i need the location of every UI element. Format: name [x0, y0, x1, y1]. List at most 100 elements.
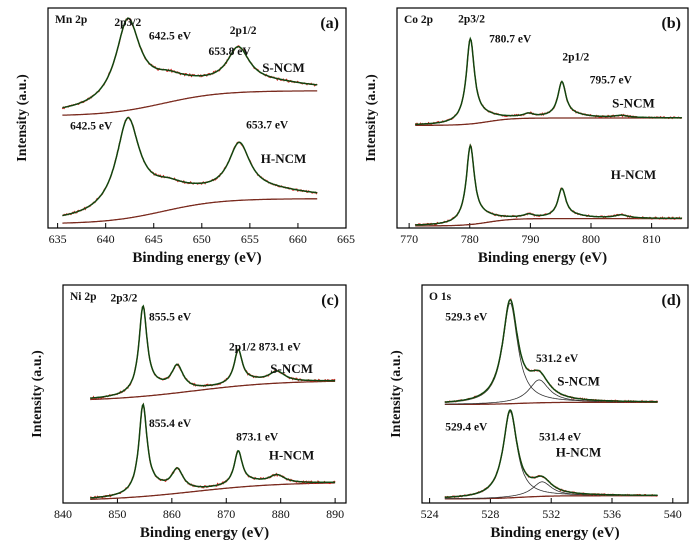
- panel-a-x-tick-label: 635: [49, 232, 67, 246]
- panel-d-tag: (d): [661, 292, 681, 309]
- panel-a-x-tick-label: 650: [193, 232, 211, 246]
- panel-b-spectrum-h-ncm: [414, 143, 683, 227]
- panel-d-element-label: O 1s: [429, 291, 452, 303]
- panel-a-x-tick-label: 665: [337, 232, 355, 246]
- panel-b-sample-label: H-NCM: [611, 167, 657, 182]
- panel-d-frame: [421, 284, 689, 504]
- panel-d-y-axis-title: Intensity (a.u.): [389, 350, 404, 438]
- panel-b-x-tick-label: 810: [643, 232, 661, 246]
- panel-a-sample-label: H-NCM: [261, 151, 307, 166]
- panel-d-background-line: [444, 401, 658, 406]
- panel-d-x-axis-title: Binding energy (eV): [490, 525, 619, 541]
- panel-b-x-tick-label: 790: [521, 232, 539, 246]
- panel-a-x-tick-label: 645: [145, 232, 163, 246]
- panel-c-x-axis-title: Binding energy (eV): [140, 525, 269, 541]
- panel-d-envelope-line: [444, 299, 658, 403]
- panel-c-peak-label: 855.5 eV: [149, 311, 192, 323]
- panel-c-x-tick-label: 840: [54, 507, 72, 521]
- panel-c-y-axis-title: Intensity (a.u.): [30, 350, 45, 438]
- panel-c-envelope-line: [90, 403, 336, 499]
- panel-a-spectrum-s-ncm: [61, 17, 318, 116]
- panel-b-peak-label: 780.7 eV: [489, 34, 532, 46]
- panel-d-spectrum-h-ncm: [444, 409, 658, 500]
- panel-b-element-label: Co 2p: [404, 14, 433, 26]
- panel-a-x-tick-label: 660: [289, 232, 307, 246]
- panel-b-envelope-line: [415, 144, 682, 226]
- panel-c-spectrum-s-ncm: [90, 304, 336, 401]
- panel-b-x-tick-label: 780: [461, 232, 479, 246]
- panel-d-x-tick-label: 532: [542, 507, 560, 521]
- panel-a-tag: (a): [320, 15, 339, 32]
- panel-b-co-2p: 770 780 790 800 810 Co 2p (b) Binding energy…: [364, 7, 689, 266]
- panel-d-peak-label: 531.4 eV: [539, 432, 582, 444]
- panel-b-background-line: [415, 117, 682, 126]
- panel-a-element-label: Mn 2p: [55, 14, 87, 26]
- panel-c-x-tick-label: 870: [217, 507, 235, 521]
- panel-b-x-tick-label: 800: [582, 232, 600, 246]
- panel-c-frame: [62, 284, 347, 504]
- panel-a-mn-2p: 635 640 645 650 655 660 665 Mn 2p (a) Binding …: [15, 7, 355, 266]
- panel-b-background-line: [415, 217, 682, 227]
- panel-a-x-tick-label: 655: [241, 232, 259, 246]
- panel-c-peak-label: 855.4 eV: [149, 418, 192, 430]
- panel-c-spectrum-h-ncm: [90, 402, 336, 500]
- panel-d-x-tick-label: 524: [421, 507, 439, 521]
- panel-c-peak-label: 2p3/2: [111, 293, 138, 305]
- panel-c-x-tick-label: 850: [108, 507, 126, 521]
- panel-c-peak-label: 873.1 eV: [236, 432, 279, 444]
- panel-b-envelope-line: [415, 37, 682, 125]
- panel-b-x-tick-label: 770: [400, 232, 418, 246]
- panel-a-frame: [47, 7, 347, 229]
- panel-c-ni-2p: 840 850 860 870 880 890 Ni 2p (c) Binding ene…: [30, 284, 347, 541]
- panel-d-component-peak: [444, 379, 658, 405]
- panel-d-spectrum-s-ncm: [444, 297, 659, 406]
- panel-b-spectrum-s-ncm: [414, 36, 683, 126]
- panel-d-peak-label: 529.3 eV: [445, 311, 488, 323]
- panel-a-envelope-line: [62, 117, 318, 216]
- panel-b-x-axis-title: Binding energy (eV): [478, 250, 607, 266]
- panel-b-fit-line: [415, 36, 682, 126]
- panel-a-x-tick-label: 640: [97, 232, 115, 246]
- panel-c-x-tick-label: 880: [272, 507, 290, 521]
- panel-c-element-label: Ni 2p: [70, 291, 97, 303]
- panel-d-x-tick-label: 540: [664, 507, 682, 521]
- panel-d-x-tick-label: 536: [603, 507, 621, 521]
- panel-d-envelope-line: [444, 409, 658, 498]
- panel-a-peak-label: 642.5 eV: [70, 121, 113, 133]
- panel-a-envelope-line: [62, 18, 318, 108]
- panel-d-sample-label: H-NCM: [556, 444, 602, 459]
- panel-a-spectrum-h-ncm: [62, 116, 318, 224]
- panel-d-sample-label: S-NCM: [557, 374, 600, 389]
- panel-a-background-line: [62, 198, 318, 224]
- panel-c-sample-label: H-NCM: [269, 447, 315, 462]
- panel-a-peak-label: 653.7 eV: [246, 119, 289, 131]
- panel-a-peak-label: 2p1/2: [230, 25, 257, 37]
- panel-c-x-tick-label: 860: [163, 507, 181, 521]
- panel-d-x-tick-label: 528: [481, 507, 499, 521]
- panel-c-background-line: [90, 380, 336, 401]
- panel-a-peak-label: 642.5 eV: [149, 30, 192, 42]
- panel-b-y-axis-title: Intensity (a.u.): [364, 74, 379, 162]
- panel-c-background-line: [90, 482, 336, 500]
- panel-d-peak-label: 531.2 eV: [536, 353, 579, 365]
- panel-b-frame: [396, 7, 689, 229]
- panel-c-sample-label: S-NCM: [270, 361, 313, 376]
- panel-c-x-tick-label: 890: [326, 507, 344, 521]
- panel-a-peak-label: 653.8 eV: [209, 46, 252, 58]
- panel-a-y-axis-title: Intensity (a.u.): [15, 74, 30, 162]
- panel-a-x-axis-title: Binding energy (eV): [132, 250, 261, 266]
- panel-b-sample-label: S-NCM: [612, 96, 655, 111]
- panel-b-tag: (b): [661, 15, 681, 32]
- panel-c-envelope-line: [90, 305, 336, 399]
- panel-b-fit-line: [415, 143, 682, 226]
- panel-c-peak-label: 2p1/2 873.1 eV: [229, 341, 302, 353]
- panel-a-peak-label: 2p3/2: [114, 17, 141, 29]
- panel-b-peak-label: 795.7 eV: [590, 74, 633, 86]
- panel-d-peak-label: 529.4 eV: [445, 421, 488, 433]
- panel-d-o-1s: 524 528 532 536 540 O 1s (d) Binding energy …: [389, 284, 689, 541]
- panel-b-peak-label: 2p1/2: [562, 51, 589, 63]
- panel-c-tag: (c): [321, 292, 339, 309]
- panel-a-sample-label: S-NCM: [262, 60, 305, 75]
- panel-b-peak-label: 2p3/2: [458, 14, 485, 26]
